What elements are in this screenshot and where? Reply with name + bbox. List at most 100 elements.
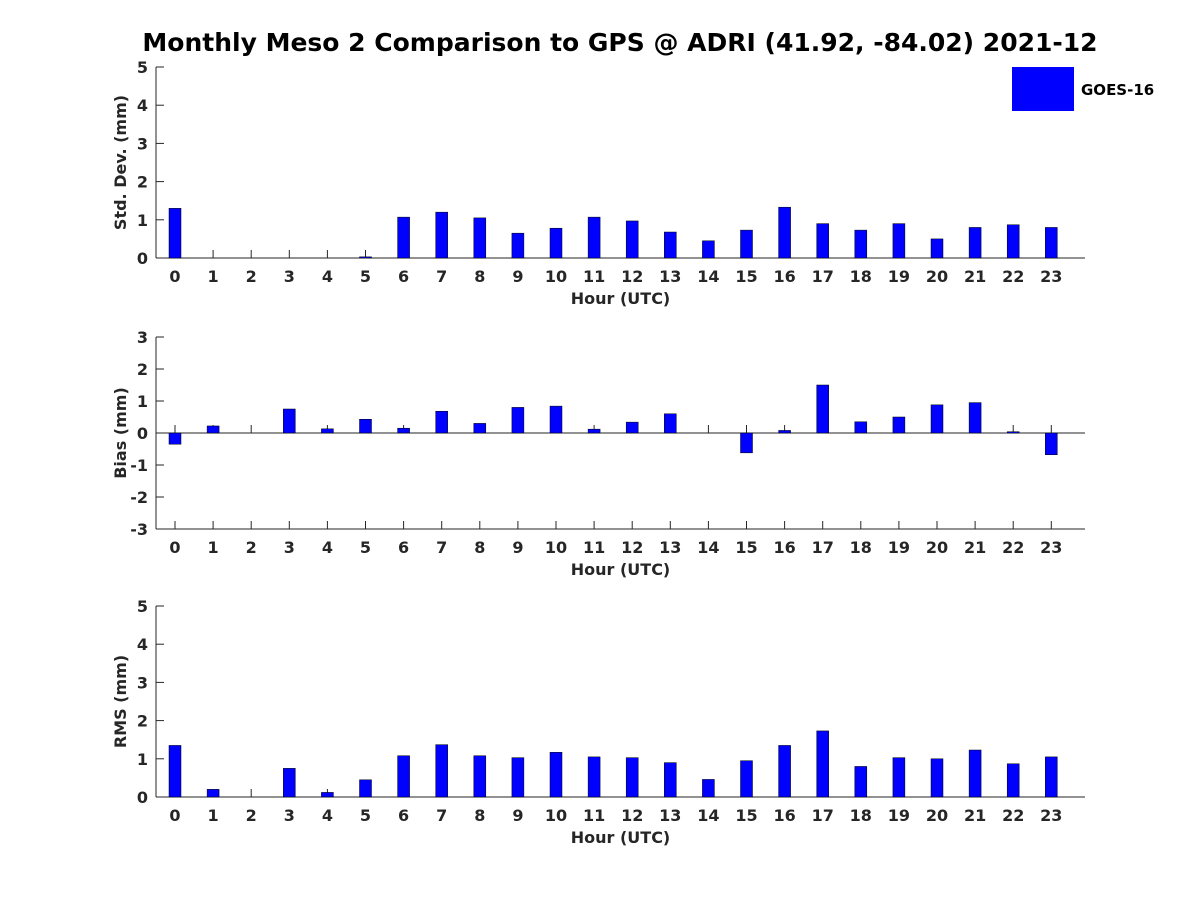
- panel-1-bar-hour-21: [968, 227, 982, 259]
- panel-3-x-tick-label: 1: [208, 806, 219, 825]
- panel-2-bar-hour-20: [930, 404, 944, 434]
- panel-1-bar-hour-13: [664, 231, 677, 259]
- panel-2-bar-hour-15: [740, 432, 753, 454]
- panel-2-x-tick-label: 14: [697, 538, 719, 557]
- panel-2-bar-hour-10: [549, 405, 563, 434]
- panel-2-bar-hour-12: [625, 421, 639, 434]
- panel-3-bar-hour-23: [1045, 756, 1058, 798]
- panel-3-x-tick-label: 23: [1040, 806, 1062, 825]
- panel-1-y-tick-label: 2: [137, 173, 148, 192]
- panel-1-bar-hour-18: [854, 229, 868, 259]
- panel-3-bar-hour-17: [816, 730, 829, 798]
- panel-1-x-tick-label: 21: [964, 267, 986, 286]
- panel-1-y-tick-label: 5: [137, 58, 148, 77]
- panel-1-y-tick-label: 3: [137, 134, 148, 153]
- panel-1-x-tick-label: 14: [697, 267, 719, 286]
- panel-3-x-tick-label: 6: [398, 806, 409, 825]
- panel-1-x-tick-label: 12: [621, 267, 643, 286]
- panel-1-x-tick-label: 19: [888, 267, 910, 286]
- panel-2-x-tick-label: 1: [208, 538, 219, 557]
- panel-2-x-tick-label: 8: [474, 538, 485, 557]
- panel-2-bar-hour-5: [359, 418, 372, 434]
- panel-1-x-tick-label: 6: [398, 267, 409, 286]
- panel-3-bar-hour-5: [359, 779, 372, 798]
- panel-3-y-tick-label: 5: [137, 597, 148, 616]
- panel-3-bar-hour-14: [702, 779, 715, 798]
- panel-2-y-tick-label: -3: [130, 520, 148, 539]
- panel-3-bar-hour-21: [968, 749, 982, 798]
- panel-3-bar-hour-1: [206, 789, 220, 798]
- panel-1-bar-hour-19: [892, 223, 906, 259]
- panel-1-x-tick-label: 20: [926, 267, 948, 286]
- panel-1-bar-hour-0: [168, 208, 182, 259]
- panel-3-x-tick-label: 0: [169, 806, 180, 825]
- panel-2-x-tick-label: 4: [322, 538, 333, 557]
- panel-1-x-tick-label: 4: [322, 267, 333, 286]
- panel-2-x-tick-label: 22: [1002, 538, 1024, 557]
- panel-1-bar-hour-5: [359, 256, 372, 259]
- panel-3-x-tick-label: 11: [583, 806, 605, 825]
- panel-3-bar-hour-7: [435, 744, 448, 798]
- panel-2-bar-hour-11: [587, 428, 601, 434]
- panel-2-bar-hour-8: [473, 423, 487, 434]
- panel-2-x-tick-label: 9: [512, 538, 523, 557]
- panel-3-bar-hour-18: [854, 766, 868, 798]
- panel-3-bar-hour-9: [511, 757, 525, 798]
- panel-2-x-tick-label: 2: [246, 538, 257, 557]
- panel-3-x-tick-label: 12: [621, 806, 643, 825]
- panel-1-x-tick-label: 5: [360, 267, 371, 286]
- panel-3-x-tick-label: 2: [246, 806, 257, 825]
- panel-1-bar-hour-12: [625, 220, 639, 259]
- panel-2-bar-hour-4: [321, 428, 334, 434]
- panel-3-bar-hour-15: [740, 760, 753, 798]
- panel-3-x-tick-label: 16: [773, 806, 795, 825]
- panel-3-bar-hour-19: [892, 757, 906, 798]
- panel-2-bar-hour-21: [968, 402, 982, 434]
- panel-2-x-tick-label: 15: [735, 538, 757, 557]
- panel-2-x-tick-label: 18: [850, 538, 872, 557]
- panel-2-x-tick-label: 21: [964, 538, 986, 557]
- panel-1-x-tick-label: 22: [1002, 267, 1024, 286]
- panel-2-x-tick-label: 7: [436, 538, 447, 557]
- panel-3-x-tick-label: 21: [964, 806, 986, 825]
- panel-3-x-tick-label: 9: [512, 806, 523, 825]
- panel-3-bar-hour-8: [473, 755, 487, 798]
- panel-3-x-tick-label: 15: [735, 806, 757, 825]
- panel-2-x-tick-label: 3: [284, 538, 295, 557]
- panel-2-bar-hour-19: [892, 416, 906, 434]
- panel-1-bar-hour-23: [1045, 227, 1058, 259]
- panel-2-bar-hour-7: [435, 410, 448, 434]
- panel-1-x-tick-label: 9: [512, 267, 523, 286]
- panel-2-bar-hour-17: [816, 384, 829, 434]
- panel-3-x-tick-label: 7: [436, 806, 447, 825]
- panel-2-bar-hour-6: [397, 427, 410, 434]
- panel-3-x-tick-label: 5: [360, 806, 371, 825]
- panel-2-x-tick-label: 19: [888, 538, 910, 557]
- panel-3-y-tick-label: 1: [137, 750, 148, 769]
- panel-3-x-tick-label: 17: [812, 806, 834, 825]
- panel-2-bar-hour-1: [206, 425, 220, 434]
- panel-3-x-tick-label: 22: [1002, 806, 1024, 825]
- chart-title: Monthly Meso 2 Comparison to GPS @ ADRI …: [142, 28, 1098, 57]
- panel-1-x-tick-label: 1: [208, 267, 219, 286]
- panel-2-x-tick-label: 16: [773, 538, 795, 557]
- panel-2-bar-hour-9: [511, 407, 525, 434]
- panel-2-x-tick-label: 0: [169, 538, 180, 557]
- panel-2-x-tick-label: 10: [545, 538, 567, 557]
- panel-1-bar-hour-11: [587, 216, 601, 259]
- panel-2-bar-hour-18: [854, 421, 868, 434]
- panel-1-x-tick-label: 0: [169, 267, 180, 286]
- panel-1-y-label: Std. Dev. (mm): [111, 95, 130, 230]
- panel-2-x-tick-label: 11: [583, 538, 605, 557]
- panel-1-y-tick-label: 0: [137, 249, 148, 268]
- panel-1-x-tick-label: 3: [284, 267, 295, 286]
- panel-1-y-tick-label: 4: [137, 96, 148, 115]
- panel-2-y-tick-label: 1: [137, 392, 148, 411]
- panel-3-x-tick-label: 18: [850, 806, 872, 825]
- panel-1-bar-hour-6: [397, 216, 410, 259]
- panel-3-bar-hour-22: [1006, 763, 1020, 798]
- panel-2-bar-hour-16: [778, 430, 791, 434]
- panel-2-x-tick-label: 13: [659, 538, 681, 557]
- panel-2-y-label: Bias (mm): [111, 387, 130, 479]
